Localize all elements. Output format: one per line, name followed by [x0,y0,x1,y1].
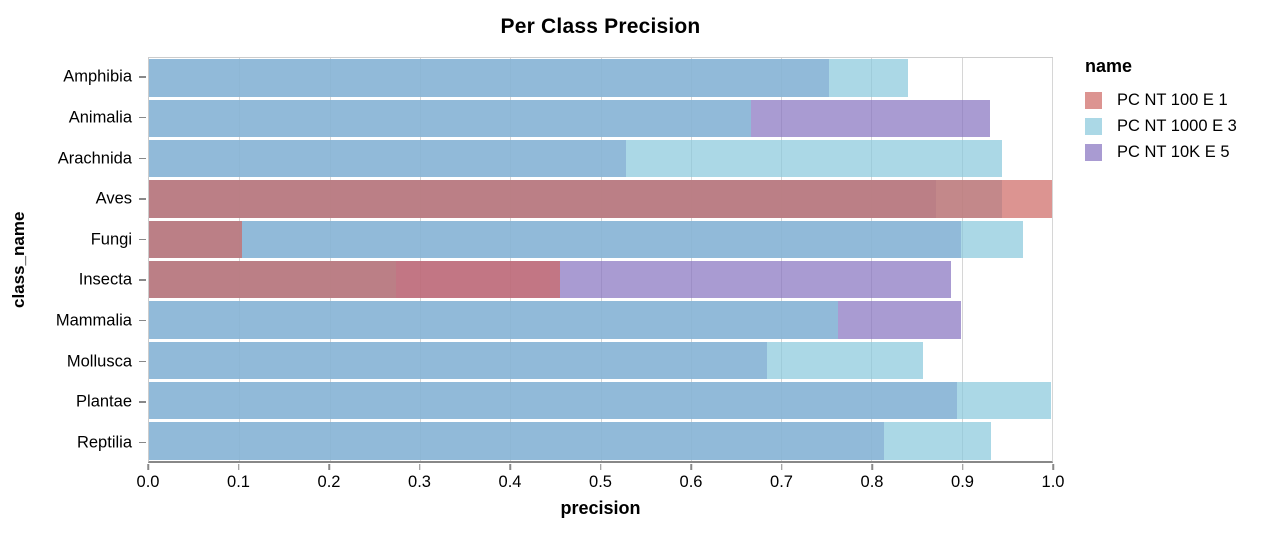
bar-row [149,300,1052,340]
x-tick [1052,464,1054,470]
bar-row [149,58,1052,98]
gridline [510,58,512,461]
y-tick-label: Mammalia [55,311,132,330]
y-tick [139,360,146,362]
x-tick-label: 0.3 [408,473,431,491]
x-tick [418,464,421,470]
bar [149,220,1024,259]
legend-swatch-icon [1085,92,1102,109]
gridline [600,58,602,461]
gridline [239,58,241,461]
x-tick [237,464,240,470]
y-tick-label: Aves [95,189,132,208]
y-tick [139,198,146,200]
x-tick [328,464,330,470]
x-tick [871,464,873,470]
y-tick-label: Mollusca [66,352,132,370]
y-tick [139,279,146,281]
y-tick-label: Reptilia [76,433,132,452]
bar-row [149,380,1052,420]
y-tick-label: Amphibia [63,67,132,86]
x-tick-label: 0.2 [317,473,341,491]
x-tick [961,464,964,470]
y-tick [139,441,146,444]
legend: name PC NT 100 E 1 PC NT 1000 E 3 PC NT 10… [1085,56,1237,170]
bar [149,422,991,460]
legend-title: name [1085,56,1133,76]
bar-row [149,139,1052,179]
bar-row [149,98,1052,138]
x-axis-title: precision [560,498,641,518]
bar [149,341,923,379]
plot-area [148,57,1053,463]
bar [149,220,242,259]
y-axis: Amphibia Animalia Arachnida Aves Fungi Insect… [0,57,147,463]
y-tick [139,319,146,322]
legend-swatch-icon [1085,118,1102,135]
y-tick [139,238,146,241]
gridline [961,58,963,461]
y-tick [139,76,146,78]
y-tick-label: Arachnida [57,149,132,167]
x-tick-label: 1.0 [1041,473,1065,491]
gridline [781,58,783,461]
bar [149,99,752,138]
legend-label: PC NT 100 E 1 [1117,91,1228,109]
x-axis: 0.0 0.1 0.2 0.3 0.4 0.5 0.6 0.7 0.8 0.9 1.0 [137,464,1064,504]
bar-row [149,260,1052,300]
chart-title: Per Class Precision [500,15,701,38]
gridline [871,58,873,461]
x-tick-label: 0.7 [770,473,793,491]
legend-swatch-icon [1085,144,1102,161]
legend-label: PC NT 10K E 5 [1117,143,1230,161]
gridline [419,58,421,461]
bar-row [149,340,1052,380]
legend-entry: PC NT 100 E 1 [1085,91,1237,109]
y-tick-label: Animalia [68,108,132,127]
x-tick-label: 0.4 [498,473,522,491]
bar [149,59,908,97]
x-tick-label: 0.1 [227,473,250,491]
gridline [329,58,331,461]
bar [149,381,1052,420]
y-tick [139,157,146,159]
x-tick-label: 0.8 [860,473,884,491]
x-tick [509,464,511,470]
bar [149,180,1052,218]
bar-row [149,421,1052,461]
y-tick [139,116,146,119]
x-tick [780,464,783,470]
x-tick-label: 0.9 [951,473,974,491]
x-tick [690,464,692,470]
legend-label: PC NT 1000 E 3 [1117,117,1237,135]
gridline [690,58,692,461]
y-tick-label: Plantae [76,392,132,411]
bar [149,260,560,299]
bar-row [149,179,1052,219]
bar [149,140,1003,178]
legend-entry: PC NT 1000 E 3 [1085,117,1237,135]
x-tick [147,464,149,470]
x-tick-label: 0.0 [136,473,160,491]
y-tick-label: Fungi [90,230,132,249]
y-tick [139,401,146,403]
x-tick-label: 0.6 [679,473,703,491]
legend-entry: PC NT 10K E 5 [1085,143,1237,161]
x-tick [599,464,602,470]
y-tick-label: Insecta [78,270,132,289]
bar [149,301,838,339]
x-tick-label: 0.5 [589,473,612,491]
bar-row [149,219,1052,259]
legend-entries: PC NT 100 E 1 PC NT 1000 E 3 PC NT 10K E 5 [1085,91,1237,161]
gridline [1052,58,1053,461]
